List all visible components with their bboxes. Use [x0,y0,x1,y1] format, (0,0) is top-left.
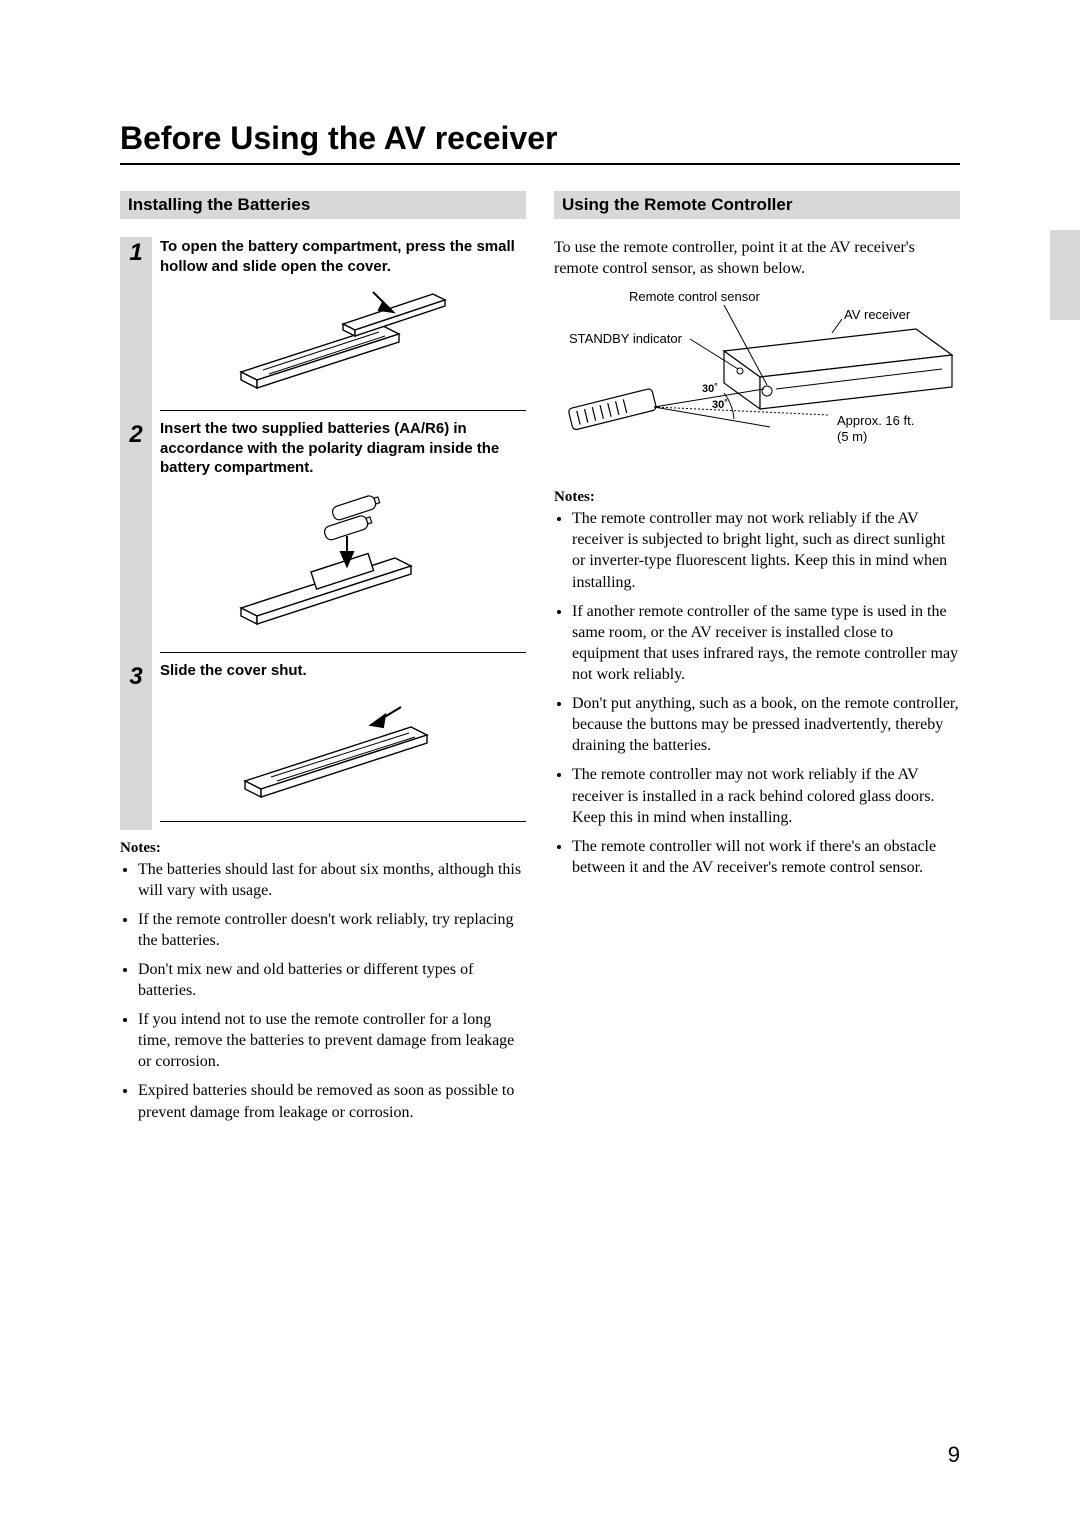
step-figure [160,691,526,817]
remote-open-cover-icon [223,286,463,396]
step-sidebar-fill [120,482,152,648]
columns: Installing the Batteries 1 To open the b… [120,191,960,1131]
note-item: Don't put anything, such as a book, on t… [572,693,960,756]
step-number: 2 [120,419,152,482]
section-heading-right: Using the Remote Controller [554,191,960,219]
remote-sensor-diagram: Remote control sensor AV receiver STANDB… [554,289,960,479]
left-column: Installing the Batteries 1 To open the b… [120,191,526,1131]
step-text: Slide the cover shut. [160,661,526,691]
step-sidebar-fill [120,691,152,817]
page-container: Before Using the AV receiver Installing … [0,0,1080,1191]
step-divider [160,652,526,653]
notes-title-left: Notes: [120,840,526,857]
step-sidebar-fill [120,648,152,661]
steps-list: 1 To open the battery compartment, press… [120,237,526,830]
step-text: To open the battery compartment, press t… [160,237,526,280]
page-number: 9 [948,1442,960,1468]
remote-insert-batteries-icon [223,488,463,638]
step-number: 1 [120,237,152,280]
step-text: Insert the two supplied batteries (AA/R6… [160,419,526,482]
right-column: Using the Remote Controller To use the r… [554,191,960,1131]
note-item: Don't mix new and old batteries or diffe… [138,959,526,1001]
note-item: The remote controller may not work relia… [572,764,960,827]
note-item: If you intend not to use the remote cont… [138,1009,526,1072]
page-title: Before Using the AV receiver [120,120,960,157]
side-tab [1050,230,1080,320]
step-divider [160,410,526,411]
step-sidebar-fill [120,406,152,419]
step-figure [160,482,526,648]
notes-list-left: The batteries should last for about six … [120,859,526,1123]
step-divider [160,821,526,822]
step-sidebar-fill [120,280,152,406]
step-number: 3 [120,661,152,691]
remote-close-cover-icon [223,697,463,807]
note-item: Expired batteries should be removed as s… [138,1080,526,1122]
note-item: If another remote controller of the same… [572,601,960,685]
note-item: The remote controller may not work relia… [572,508,960,592]
title-rule [120,163,960,165]
intro-text: To use the remote controller, point it a… [554,237,960,279]
step-figure [160,280,526,406]
section-heading-left: Installing the Batteries [120,191,526,219]
note-item: The remote controller will not work if t… [572,836,960,878]
note-item: The batteries should last for about six … [138,859,526,901]
notes-list-right: The remote controller may not work relia… [554,508,960,878]
step-sidebar-fill [120,817,152,830]
note-item: If the remote controller doesn't work re… [138,909,526,951]
notes-title-right: Notes: [554,489,960,506]
diagram-svg [554,289,959,479]
